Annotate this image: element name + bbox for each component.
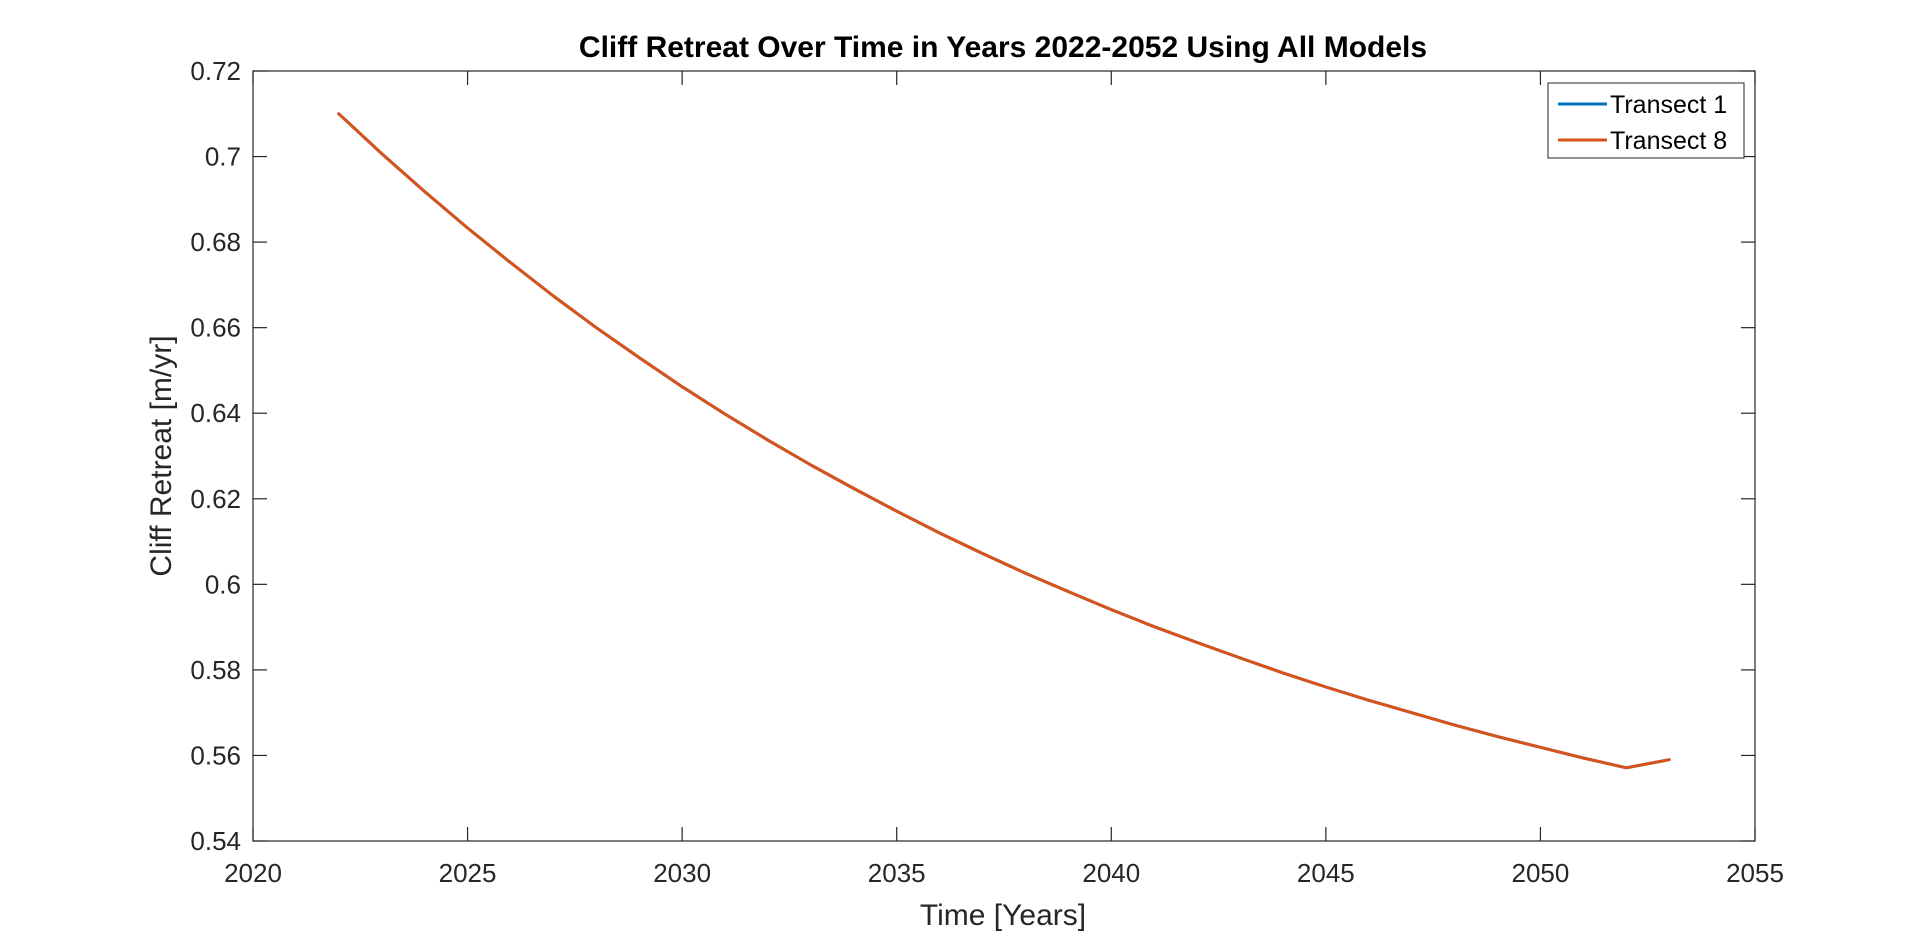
x-tick-label: 2055 (1726, 858, 1784, 888)
y-tick-label: 0.72 (190, 56, 241, 86)
legend: Transect 1 Transect 8 (1547, 82, 1745, 159)
y-tick-label: 0.58 (190, 655, 241, 685)
x-tick-label: 2040 (1082, 858, 1140, 888)
y-tick-label: 0.68 (190, 227, 241, 257)
x-tick-label: 2035 (868, 858, 926, 888)
x-tick-label: 2020 (224, 858, 282, 888)
chart-title: Cliff Retreat Over Time in Years 2022-20… (579, 31, 1427, 64)
series-layer (337, 112, 1671, 770)
x-tick-label: 2050 (1512, 858, 1570, 888)
y-tick-label: 0.64 (190, 398, 241, 428)
legend-box (1547, 82, 1745, 159)
x-tick-label: 2025 (439, 858, 497, 888)
series-line-transect-8 (337, 112, 1671, 770)
y-tick-label: 0.7 (205, 142, 241, 172)
x-axis-label: Time [Years] (920, 899, 1086, 932)
legend-label-transect-8: Transect 8 (1610, 127, 1727, 155)
plot-area-frame (252, 70, 1756, 842)
y-tick-label: 0.6 (205, 569, 241, 599)
y-axis-label: Cliff Retreat [m/yr] (145, 335, 178, 576)
series-line-transect-1 (337, 112, 1671, 770)
legend-label-transect-1: Transect 1 (1610, 91, 1727, 119)
y-tick-label: 0.66 (190, 313, 241, 343)
y-tick-label: 0.62 (190, 484, 241, 514)
y-tick-label: 0.56 (190, 740, 241, 770)
y-tick-label: 0.54 (190, 826, 241, 856)
x-tick-label: 2030 (653, 858, 711, 888)
x-tick-label: 2045 (1297, 858, 1355, 888)
ticks-layer: 2020 2025 2030 2035 2040 2045 2050 2055 0.54 0.56… (190, 56, 1784, 888)
